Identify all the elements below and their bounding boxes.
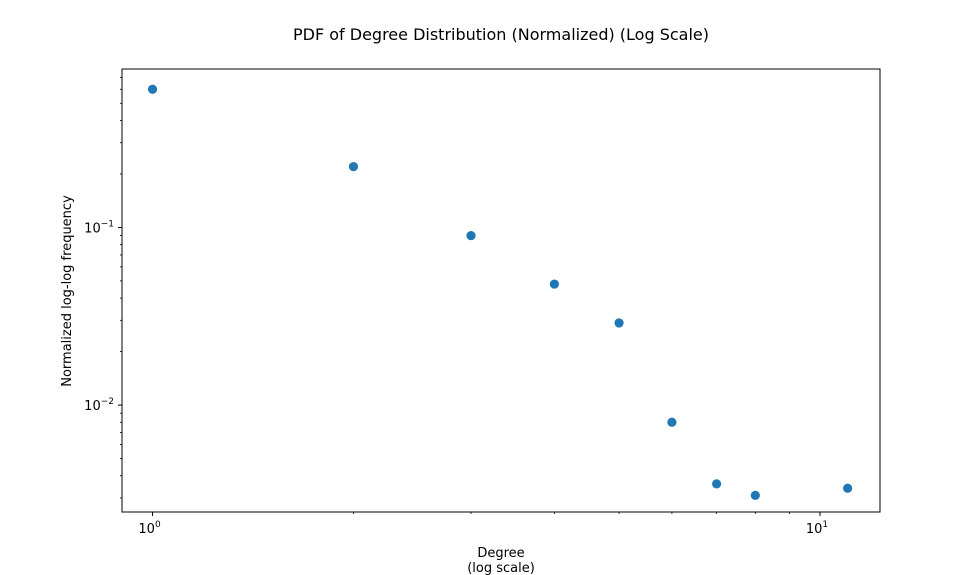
data-point xyxy=(843,483,853,493)
data-point xyxy=(667,417,677,427)
plot-frame xyxy=(121,68,881,513)
y-axis-label: Normalized log-log frequency xyxy=(60,195,75,387)
data-point xyxy=(712,479,722,489)
x-axis-sublabel: (log scale) xyxy=(467,561,535,575)
y-tick-label: 10−1 xyxy=(84,219,114,236)
data-point xyxy=(549,279,559,289)
x-axis-label: Degree xyxy=(477,546,524,561)
points-layer xyxy=(147,84,853,501)
data-point xyxy=(614,318,624,328)
x-tick-label: 101 xyxy=(806,520,828,537)
data-point xyxy=(147,84,158,94)
chart-title: PDF of Degree Distribution (Normalized) … xyxy=(293,25,709,44)
data-point xyxy=(750,490,760,501)
x-tick-label: 100 xyxy=(138,520,161,537)
y-tick-label: 10−2 xyxy=(84,397,114,414)
data-point xyxy=(348,162,359,172)
data-point xyxy=(466,230,476,241)
